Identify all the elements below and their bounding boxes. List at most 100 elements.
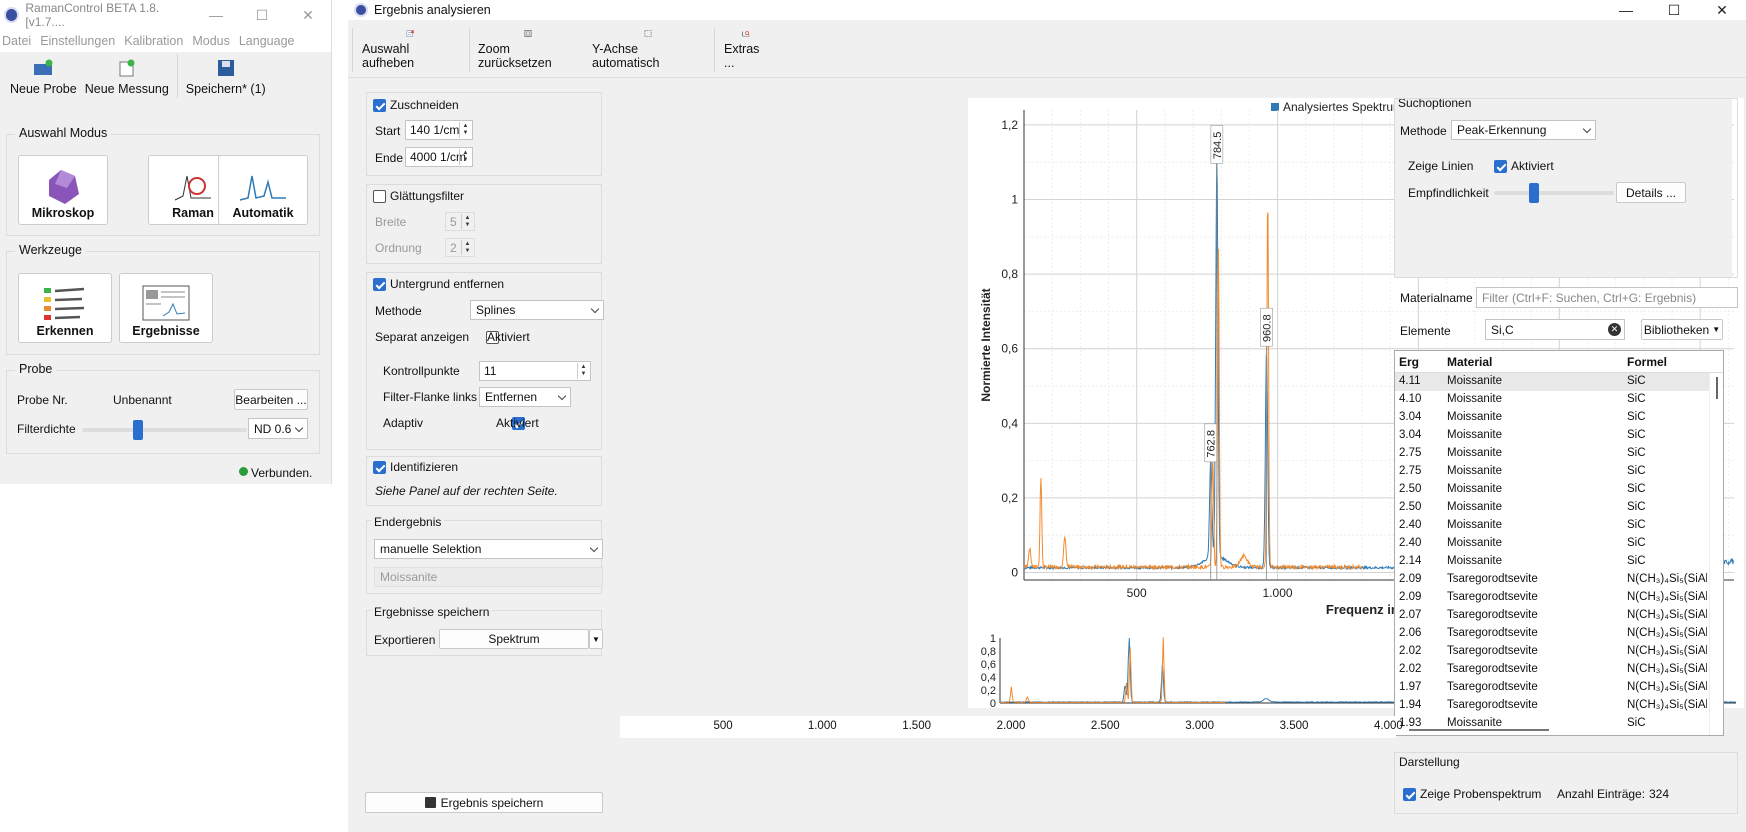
new-sample-icon bbox=[34, 59, 53, 75]
maximize-icon[interactable]: ☐ bbox=[255, 6, 269, 23]
cell-formula: SiC bbox=[1627, 429, 1646, 441]
toolbar-grip bbox=[352, 28, 353, 72]
elements-input[interactable]: Si,C ✕ bbox=[1485, 319, 1625, 340]
extras-button[interactable]: Extras ... bbox=[720, 28, 772, 72]
mode-automatik-button[interactable]: Automatik bbox=[218, 155, 308, 225]
cell-erg: 2.75 bbox=[1399, 447, 1422, 459]
spin-arrows-icon[interactable]: ▲ ▼ bbox=[461, 214, 473, 229]
filter-flank-select[interactable]: Entfernen bbox=[479, 387, 571, 407]
table-row[interactable]: 2.09 Tsaregorodtsevite N(CH₃)₄Si₅(SiAl)C bbox=[1395, 571, 1711, 589]
identify-checkbox[interactable] bbox=[373, 461, 386, 475]
minimize-icon[interactable]: — bbox=[209, 6, 223, 23]
smoothing-checkbox[interactable] bbox=[373, 190, 386, 204]
libraries-button[interactable]: Bibliotheken ▼ bbox=[1641, 319, 1723, 340]
reset-zoom-button[interactable]: Zoom zurücksetzen bbox=[474, 28, 582, 72]
table-row[interactable]: 2.40 Moissanite SiC bbox=[1395, 535, 1711, 553]
final-result-select[interactable]: manuelle Selektion bbox=[374, 539, 603, 559]
tool-results-button[interactable]: Ergebnisse bbox=[119, 273, 213, 343]
table-row[interactable]: 2.75 Moissanite SiC bbox=[1395, 445, 1711, 463]
y-tick-label: 0 bbox=[1011, 566, 1018, 580]
control-points-input[interactable]: 11 ▲ ▼ bbox=[479, 361, 591, 381]
crop-end-input[interactable]: 4000 1/cm ▲ ▼ bbox=[405, 147, 473, 167]
filter-density-slider[interactable] bbox=[82, 420, 247, 440]
deselect-button[interactable]: Auswahl aufheben bbox=[358, 28, 462, 72]
spin-arrows-icon[interactable]: ▲ ▼ bbox=[459, 122, 471, 138]
background-method-select[interactable]: Splines bbox=[470, 300, 604, 320]
separate-display-checkbox[interactable] bbox=[486, 331, 500, 345]
table-row[interactable]: 2.50 Moissanite SiC bbox=[1395, 481, 1711, 499]
menu-modus[interactable]: Modus bbox=[192, 34, 230, 48]
smoothing-width-label: Breite bbox=[375, 215, 407, 229]
table-row[interactable]: 2.75 Moissanite SiC bbox=[1395, 463, 1711, 481]
main-maximize-icon[interactable]: ☐ bbox=[1667, 1, 1681, 18]
table-row[interactable]: 1.97 Tsaregorodtsevite N(CH₃)₄Si₅(SiAl)C bbox=[1395, 679, 1711, 697]
table-row[interactable]: 3.04 Moissanite SiC bbox=[1395, 409, 1711, 427]
reset-zoom-label: Zoom zurücksetzen bbox=[478, 42, 552, 70]
filter-density-thumb[interactable] bbox=[133, 420, 144, 440]
table-vertical-scrollbar[interactable] bbox=[1709, 373, 1723, 735]
main-titlebar: Ergebnis analysieren — ☐ ✕ bbox=[348, 0, 1746, 20]
table-row[interactable]: 2.02 Tsaregorodtsevite N(CH₃)₄Si₅(SiAl)C bbox=[1395, 661, 1711, 679]
col-formula-header[interactable]: Formel bbox=[1627, 355, 1668, 369]
table-row[interactable]: 2.07 Tsaregorodtsevite N(CH₃)₄Si₅(SiAl)C bbox=[1395, 607, 1711, 625]
crop-label: Zuschneiden bbox=[390, 98, 459, 112]
menu-kalibration[interactable]: Kalibration bbox=[124, 34, 184, 48]
table-row[interactable]: 2.40 Moissanite SiC bbox=[1395, 517, 1711, 535]
cell-material: Moissanite bbox=[1447, 537, 1502, 549]
auto-y-axis-button[interactable]: Y-Achse automatisch bbox=[588, 28, 708, 72]
search-method-select[interactable]: Peak-Erkennung bbox=[1451, 120, 1596, 140]
crop-checkbox[interactable] bbox=[373, 99, 386, 113]
cell-formula: SiC bbox=[1627, 375, 1646, 387]
mode-microscope-button[interactable]: Mikroskop bbox=[18, 155, 108, 225]
background-checkbox[interactable] bbox=[373, 278, 386, 292]
details-button[interactable]: Details ... bbox=[1616, 182, 1686, 203]
smoothing-order-input[interactable]: 2 ▲ ▼ bbox=[445, 238, 475, 257]
tool-detect-button[interactable]: Erkennen bbox=[18, 273, 112, 343]
crop-start-input[interactable]: 140 1/cm ▲ ▼ bbox=[405, 120, 473, 140]
table-row[interactable]: 1.94 Tsaregorodtsevite N(CH₃)₄Si₅(SiAl)C bbox=[1395, 697, 1711, 715]
table-row[interactable]: 3.04 Moissanite SiC bbox=[1395, 427, 1711, 445]
sensitivity-slider[interactable] bbox=[1494, 183, 1614, 203]
table-row[interactable]: 2.14 Moissanite SiC bbox=[1395, 553, 1711, 571]
edit-probe-button[interactable]: Bearbeiten ... bbox=[234, 389, 308, 410]
export-dropdown-icon[interactable]: ▼ bbox=[589, 629, 603, 649]
material-name-input[interactable]: Filter (Ctrl+F: Suchen, Ctrl+G: Ergebnis… bbox=[1476, 287, 1738, 308]
col-erg-header[interactable]: Erg bbox=[1399, 355, 1420, 369]
table-row[interactable]: 4.11 Moissanite SiC bbox=[1395, 373, 1711, 391]
close-icon[interactable]: ✕ bbox=[302, 6, 314, 23]
save-result-button[interactable]: Ergebnis speichern bbox=[365, 792, 603, 813]
show-sample-spectrum-checkbox[interactable] bbox=[1403, 788, 1416, 802]
table-row[interactable]: 4.10 Moissanite SiC bbox=[1395, 391, 1711, 409]
analysis-window: Ergebnis analysieren — ☐ ✕ Auswahl aufhebe… bbox=[348, 0, 1746, 832]
cell-formula: N(CH₃)₄Si₅(SiAl)C bbox=[1627, 591, 1707, 603]
filter-density-select[interactable]: ND 0.6 bbox=[248, 418, 308, 439]
table-row[interactable]: 2.09 Tsaregorodtsevite N(CH₃)₄Si₅(SiAl)C bbox=[1395, 589, 1711, 607]
table-row[interactable]: 2.50 Moissanite SiC bbox=[1395, 499, 1711, 517]
final-result-panel: Endergebnis manuelle Selektion Moissanit… bbox=[366, 515, 603, 594]
spin-arrows-icon[interactable]: ▲ ▼ bbox=[459, 149, 471, 165]
clear-elements-icon[interactable]: ✕ bbox=[1608, 323, 1621, 336]
table-horizontal-scrollbar[interactable] bbox=[1409, 729, 1549, 731]
show-lines-checkbox[interactable] bbox=[1494, 160, 1507, 174]
menu-language[interactable]: Language bbox=[238, 34, 295, 48]
new-measurement-button[interactable]: Neue Messung bbox=[81, 54, 173, 98]
table-row[interactable]: 2.02 Tsaregorodtsevite N(CH₃)₄Si₅(SiAl)C bbox=[1395, 643, 1711, 661]
adaptive-checkbox[interactable] bbox=[511, 417, 525, 431]
menu-einstellungen[interactable]: Einstellungen bbox=[40, 34, 116, 48]
main-minimize-icon[interactable]: — bbox=[1619, 1, 1633, 18]
results-table[interactable]: Erg Material Formel 4.11 Moissanite SiC 4.1… bbox=[1394, 350, 1724, 736]
smoothing-width-input[interactable]: 5 ▲ ▼ bbox=[445, 212, 475, 231]
col-material-header[interactable]: Material bbox=[1447, 355, 1493, 369]
spin-arrows-icon[interactable]: ▲ ▼ bbox=[461, 240, 473, 255]
export-spectrum-button[interactable]: Spektrum bbox=[439, 629, 589, 649]
tool-results-label: Ergebnisse bbox=[132, 324, 200, 338]
table-row[interactable]: 1.93 Moissanite SiC bbox=[1395, 715, 1711, 733]
menu-datei[interactable]: Datei bbox=[2, 34, 32, 48]
main-close-icon[interactable]: ✕ bbox=[1716, 1, 1728, 18]
spin-arrows-icon[interactable]: ▲ ▼ bbox=[577, 363, 589, 379]
sensitivity-thumb[interactable] bbox=[1529, 183, 1540, 203]
new-sample-button[interactable]: Neue Probe bbox=[6, 54, 81, 98]
save-button[interactable]: Speichern* (1) bbox=[176, 54, 270, 98]
rc-title: RamanControl BETA 1.8. [v1.7.... bbox=[25, 1, 160, 29]
table-row[interactable]: 2.06 Tsaregorodtsevite N(CH₃)₄Si₅(SiAl)C bbox=[1395, 625, 1711, 643]
